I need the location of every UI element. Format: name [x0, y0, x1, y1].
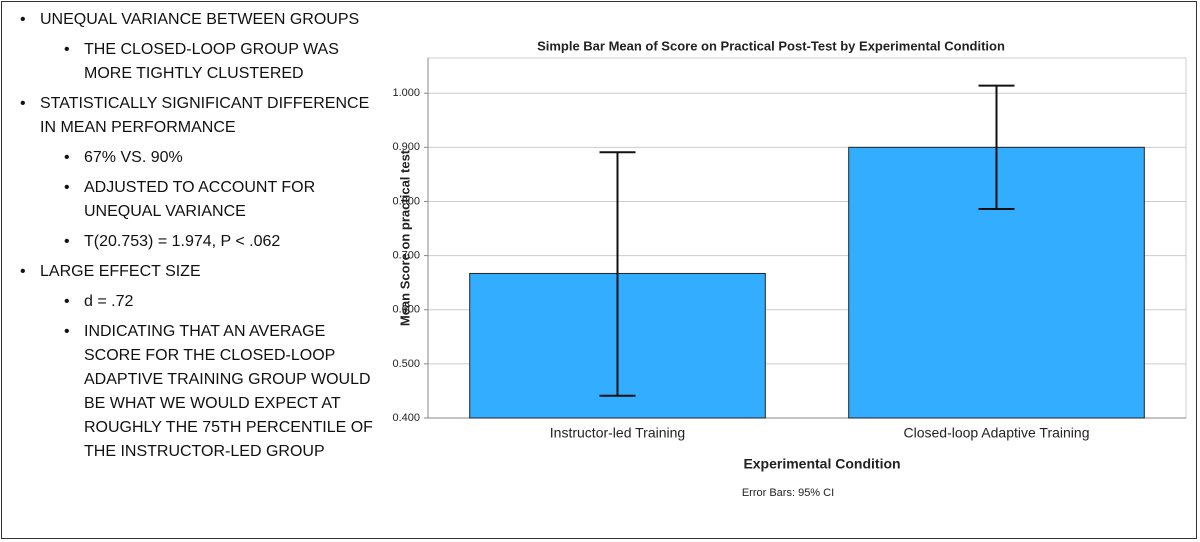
y-tick-label: 0.900 — [392, 141, 420, 153]
bullet-item: ADJUSTED TO ACCOUNT FOR UNEQUAL VARIANCE — [62, 176, 378, 224]
y-tick-label: 0.700 — [392, 250, 420, 262]
bullet-list: UNEQUAL VARIANCE BETWEEN GROUPS THE CLOSE… — [18, 8, 378, 470]
bullet-item: INDICATING THAT AN AVERAGE SCORE FOR THE… — [62, 320, 378, 464]
y-tick-label: 1.000 — [392, 87, 420, 99]
y-tick-label: 0.400 — [392, 412, 420, 424]
y-axis-label: Mean Score on practical test — [397, 149, 412, 326]
bullet-item: THE CLOSED-LOOP GROUP WAS MORE TIGHTLY C… — [62, 38, 378, 86]
x-tick-label: Instructor-led Training — [550, 425, 685, 441]
bullet-item: LARGE EFFECT SIZE — [18, 260, 378, 284]
bullet-item: 67% VS. 90% — [62, 146, 378, 170]
chart-note: Error Bars: 95% CI — [742, 487, 834, 499]
chart-title: Simple Bar Mean of Score on Practical Po… — [537, 38, 1005, 53]
error-bar — [978, 84, 1015, 211]
x-axis-label: Experimental Condition — [743, 456, 900, 472]
bullet-item: T(20.753) = 1.974, P < .062 — [62, 230, 378, 254]
bullet-item: UNEQUAL VARIANCE BETWEEN GROUPS — [18, 8, 378, 32]
y-tick-label: 0.500 — [392, 358, 420, 370]
y-tick-label: 0.600 — [392, 304, 420, 316]
bullet-item: STATISTICALLY SIGNIFICANT DIFFERENCE IN … — [18, 92, 378, 140]
bullet-item: d = .72 — [62, 290, 378, 314]
x-tick-label: Closed-loop Adaptive Training — [903, 425, 1089, 441]
error-bar — [599, 151, 636, 397]
y-tick-label: 0.800 — [392, 195, 420, 207]
